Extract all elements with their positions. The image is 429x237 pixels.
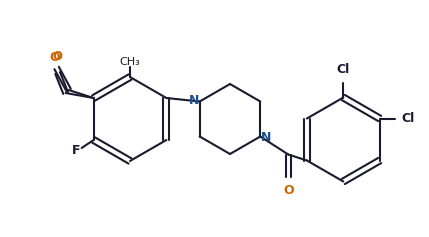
Text: Cl: Cl [337,63,350,76]
Text: N: N [261,131,272,144]
Text: CH₃: CH₃ [120,57,140,67]
Text: O: O [53,50,63,63]
Text: N: N [188,94,199,107]
Text: Cl: Cl [402,112,415,125]
Text: O: O [49,51,60,64]
Text: O: O [283,184,293,197]
Text: F: F [71,143,80,156]
